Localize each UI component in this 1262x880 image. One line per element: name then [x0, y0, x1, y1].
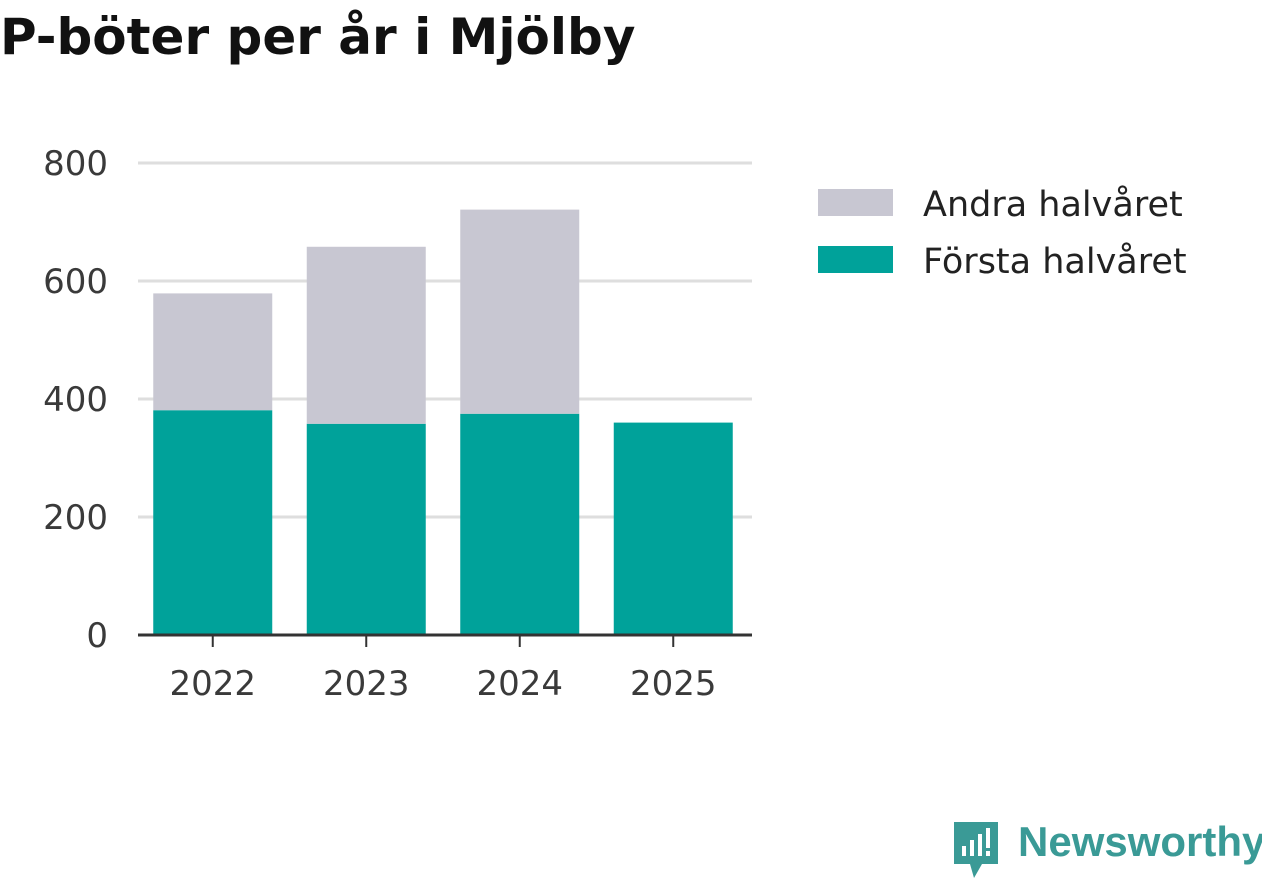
x-tick-label: 2022	[169, 664, 256, 704]
bar-forsta-2022	[153, 410, 273, 635]
bar-forsta-2025	[613, 422, 733, 635]
x-tick-label: 2023	[323, 664, 410, 704]
bar-forsta-2023	[306, 423, 426, 635]
y-tick-label: 200	[43, 498, 108, 538]
y-tick-label: 600	[43, 262, 108, 302]
brand-logo: Newsworthy	[950, 818, 1262, 878]
x-tick-label: 2024	[476, 664, 563, 704]
x-axis: 2022 2023 2024 2025	[138, 633, 752, 704]
legend-label: Första halvåret	[923, 241, 1187, 282]
bars	[153, 209, 733, 635]
y-tick-label: 800	[43, 144, 108, 184]
legend-label: Andra halvåret	[923, 184, 1183, 225]
y-tick-label: 400	[43, 380, 108, 420]
legend-swatch	[818, 246, 893, 273]
legend-swatch	[818, 189, 893, 216]
bar-forsta-2024	[460, 413, 580, 635]
y-axis: 0 200 400 600 800	[43, 144, 108, 656]
brand-name: Newsworthy	[1018, 818, 1262, 865]
newsworthy-logo-icon	[954, 822, 998, 878]
bar-andra-2023	[306, 246, 426, 424]
legend: Andra halvåret Första halvåret	[818, 184, 1187, 282]
chart-title: P-böter per år i Mjölby	[0, 8, 636, 66]
y-tick-label: 0	[86, 616, 108, 656]
x-tick-label: 2025	[630, 664, 717, 704]
bar-andra-2022	[153, 293, 273, 411]
bar-andra-2024	[460, 209, 580, 414]
